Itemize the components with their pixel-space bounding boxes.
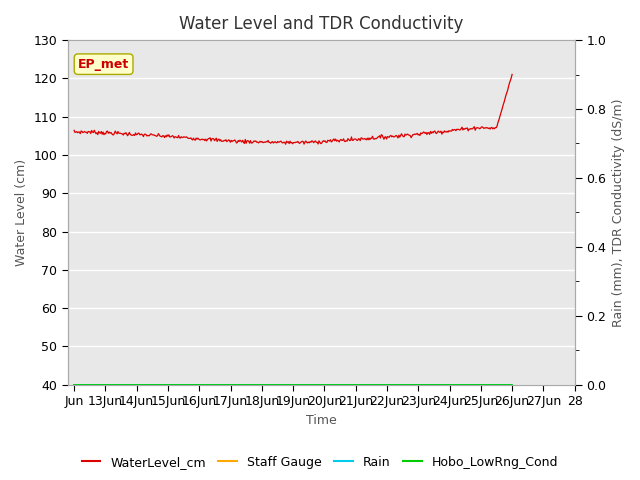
Title: Water Level and TDR Conductivity: Water Level and TDR Conductivity [179,15,463,33]
Y-axis label: Water Level (cm): Water Level (cm) [15,159,28,266]
Y-axis label: Rain (mm), TDR Conductivity (dS/m): Rain (mm), TDR Conductivity (dS/m) [612,98,625,326]
X-axis label: Time: Time [306,414,337,427]
Legend: WaterLevel_cm, Staff Gauge, Rain, Hobo_LowRng_Cond: WaterLevel_cm, Staff Gauge, Rain, Hobo_L… [77,451,563,474]
Text: EP_met: EP_met [78,58,129,71]
